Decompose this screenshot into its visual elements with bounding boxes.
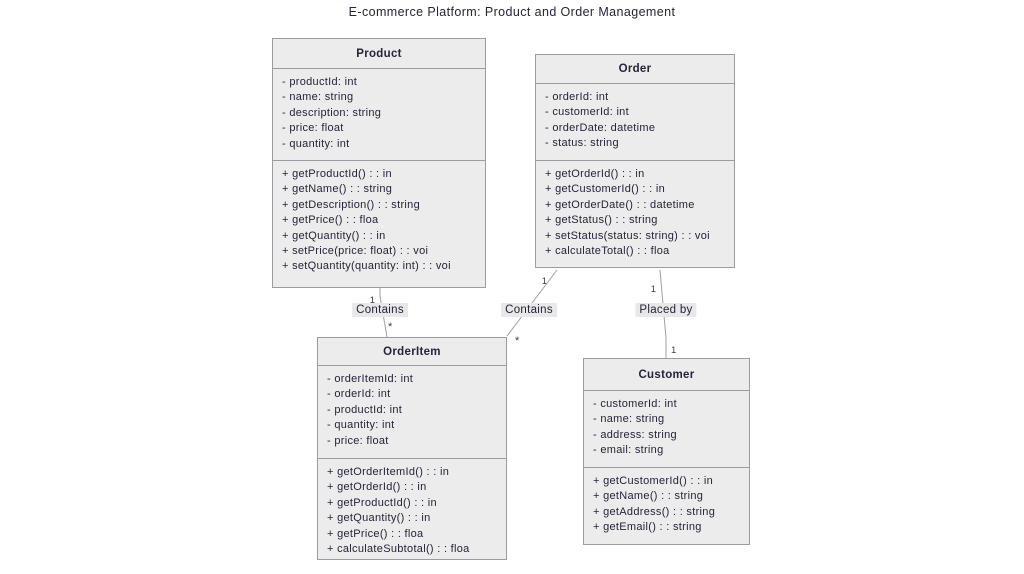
method-row: + getName() : : string <box>593 490 704 503</box>
class-name: Order <box>536 55 734 84</box>
attribute-row: - productId: int <box>282 76 358 88</box>
method-row: + calculateSubtotal() : : floa <box>327 543 470 556</box>
multiplicity-label: 1 <box>651 284 656 295</box>
method-row: + getProductId() : : in <box>327 496 437 509</box>
multiplicity-label: * <box>388 321 393 333</box>
method-row: + getCustomerId() : : in <box>593 475 713 487</box>
attribute-row: - price: float <box>327 434 389 447</box>
multiplicity-label: * <box>515 335 520 347</box>
attribute-row: - description: string <box>282 106 382 119</box>
class-box-order: Order - orderId: int - customerId: int -… <box>535 54 735 268</box>
product-methods: + getProductId() : : in + getName() : : … <box>273 161 485 281</box>
method-row: + setStatus(status: string) : : voi <box>545 229 710 242</box>
attribute-row: - email: string <box>593 444 664 457</box>
attribute-row: - name: string <box>282 91 354 104</box>
attribute-row: - customerId: int <box>593 398 677 410</box>
order-attributes: - orderId: int - customerId: int - order… <box>536 84 734 161</box>
attribute-row: - status: string <box>545 137 619 150</box>
method-row: + getStatus() : : string <box>545 214 658 227</box>
attribute-row: - quantity: int <box>282 137 350 150</box>
method-row: + getOrderDate() : : datetime <box>545 198 695 211</box>
method-row: + calculateTotal() : : floa <box>545 245 670 258</box>
method-row: + getQuantity() : : in <box>327 512 431 525</box>
class-box-product: Product - productId: int - name: string … <box>272 38 486 288</box>
class-box-customer: Customer - customerId: int - name: strin… <box>583 358 750 545</box>
attribute-row: - address: string <box>593 428 677 441</box>
method-row: + getPrice() : : floa <box>282 214 379 227</box>
customer-methods: + getCustomerId() : : in + getName() : :… <box>584 468 749 542</box>
multiplicity-label: 1 <box>542 276 547 287</box>
attribute-row: - quantity: int <box>327 419 395 432</box>
attribute-row: - orderItemId: int <box>327 373 414 385</box>
orderitem-methods: + getOrderItemId() : : in + getOrderId()… <box>318 459 506 563</box>
attribute-row: - orderId: int <box>545 91 609 103</box>
attribute-row: - name: string <box>593 413 665 426</box>
class-name: Product <box>273 39 485 69</box>
orderitem-attributes: - orderItemId: int - orderId: int - prod… <box>318 366 506 459</box>
class-name: OrderItem <box>318 338 506 366</box>
relationship-label: Contains <box>501 303 557 317</box>
diagram-title: E-commerce Platform: Product and Order M… <box>348 5 676 19</box>
multiplicity-label: 1 <box>671 345 676 356</box>
method-row: + getPrice() : : floa <box>327 527 424 540</box>
relationship-label: Contains <box>352 303 408 317</box>
product-attributes: - productId: int - name: string - descri… <box>273 69 485 161</box>
order-methods: + getOrderId() : : in + getCustomerId() … <box>536 161 734 265</box>
attribute-row: - productId: int <box>327 403 403 416</box>
method-row: + getCustomerId() : : in <box>545 183 665 196</box>
method-row: + getProductId() : : in <box>282 168 392 180</box>
class-box-orderitem: OrderItem - orderItemId: int - orderId: … <box>317 337 507 560</box>
attribute-row: - orderDate: datetime <box>545 121 656 134</box>
relationship-label: Placed by <box>635 303 697 317</box>
method-row: + getQuantity() : : in <box>282 229 386 242</box>
method-row: + getOrderItemId() : : in <box>327 466 450 478</box>
attribute-row: - price: float <box>282 122 344 135</box>
method-row: + getOrderId() : : in <box>327 481 427 494</box>
customer-attributes: - customerId: int - name: string - addre… <box>584 391 749 468</box>
method-row: + setQuantity(quantity: int) : : voi <box>282 260 451 273</box>
attribute-row: - orderId: int <box>327 388 391 401</box>
method-row: + getName() : : string <box>282 183 393 196</box>
class-name: Customer <box>584 359 749 391</box>
method-row: + getAddress() : : string <box>593 505 716 518</box>
method-row: + setPrice(price: float) : : voi <box>282 245 429 258</box>
attribute-row: - customerId: int <box>545 106 629 119</box>
method-row: + getDescription() : : string <box>282 198 420 211</box>
method-row: + getEmail() : : string <box>593 521 702 534</box>
method-row: + getOrderId() : : in <box>545 168 645 180</box>
